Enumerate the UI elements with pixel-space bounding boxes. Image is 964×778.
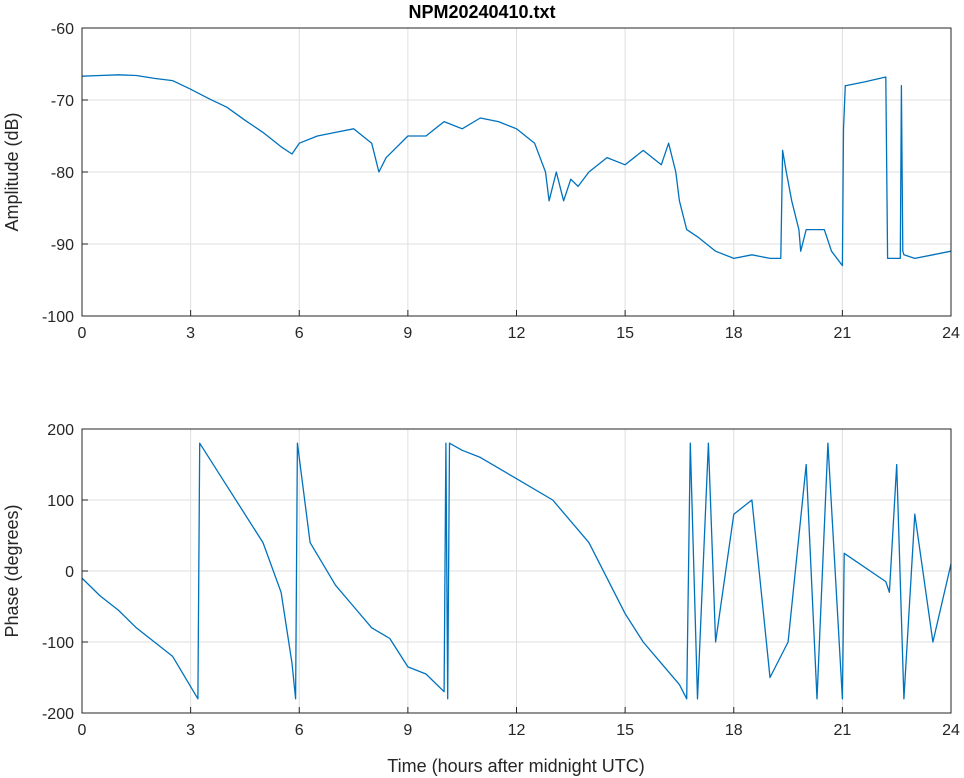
x-tick-label: 0 (78, 325, 87, 342)
y-tick-label: -80 (51, 165, 74, 182)
x-tick-label: 6 (295, 722, 304, 739)
x-tick-label: 3 (186, 722, 195, 739)
x-tick-label: 0 (78, 722, 87, 739)
y-tick-label: -100 (42, 635, 74, 652)
y-tick-label: -200 (42, 706, 74, 723)
y-tick-label: 0 (65, 564, 74, 581)
x-tick-label: 15 (616, 722, 634, 739)
x-tick-label: 9 (403, 722, 412, 739)
x-tick-label: 18 (725, 722, 743, 739)
x-axis-label: Time (hours after midnight UTC) (387, 756, 644, 776)
x-tick-label: 9 (403, 325, 412, 342)
x-tick-label: 12 (508, 325, 526, 342)
x-tick-label: 6 (295, 325, 304, 342)
x-tick-label: 12 (508, 722, 526, 739)
y-tick-label: 100 (47, 493, 74, 510)
phase-ylabel: Phase (degrees) (2, 504, 22, 637)
x-tick-label: 3 (186, 325, 195, 342)
chart-title: NPM20240410.txt (408, 2, 555, 22)
y-tick-label: -100 (42, 309, 74, 326)
x-tick-label: 18 (725, 325, 743, 342)
x-tick-label: 21 (833, 722, 851, 739)
y-tick-label: -70 (51, 93, 74, 110)
y-tick-label: -90 (51, 237, 74, 254)
amplitude-ylabel: Amplitude (dB) (2, 112, 22, 231)
amplitude-plot: 0 3 6 9 12 15 18 21 24 -60 -70 -80 -90 -100 (42, 21, 960, 342)
y-tick-label: -60 (51, 21, 74, 38)
x-tick-label: 15 (616, 325, 634, 342)
x-tick-label: 24 (942, 722, 960, 739)
x-tick-label: 21 (833, 325, 851, 342)
plot-frame (81, 27, 952, 317)
phase-plot: 0 3 6 9 12 15 18 21 24 200 100 0 -100 -200 (42, 422, 960, 739)
plot-frame (81, 428, 952, 714)
x-tick-label: 24 (942, 325, 960, 342)
series-line (81, 74, 952, 267)
y-tick-label: 200 (47, 422, 74, 439)
series-line (81, 442, 952, 700)
